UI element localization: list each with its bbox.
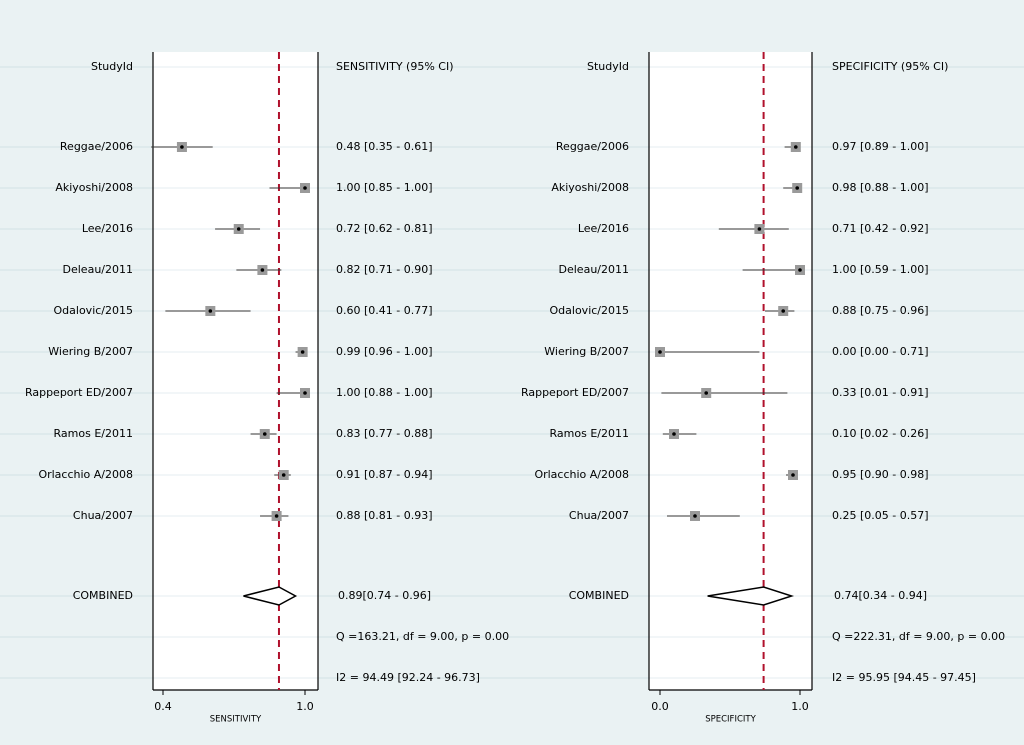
heterogeneity-q-statistic: Q =222.31, df = 9.00, p = 0.00 (832, 630, 1005, 643)
study-point-estimate (274, 514, 279, 518)
heterogeneity-q-statistic: Q =163.21, df = 9.00, p = 0.00 (336, 630, 509, 643)
study-name: Deleau/2011 (559, 263, 629, 276)
study-ci-value: 0.91 [0.87 - 0.94] (336, 468, 433, 481)
study-point-estimate (236, 227, 241, 231)
combined-ci-value: 0.89[0.74 - 0.96] (338, 589, 431, 602)
combined-diamond (707, 586, 795, 606)
study-name: Chua/2007 (73, 509, 133, 522)
study-ci-value: 0.71 [0.42 - 0.92] (832, 222, 929, 235)
study-point-estimate (300, 350, 305, 354)
ci-column-header: SPECIFICITY (95% CI) (832, 60, 948, 73)
x-tick-label: 0.0 (651, 700, 669, 713)
study-point-estimate (794, 145, 798, 149)
x-axis-title: SENSITIVITY (210, 715, 262, 725)
study-ci-value: 0.60 [0.41 - 0.77] (336, 304, 433, 317)
study-name: Rappeport ED/2007 (25, 386, 133, 399)
study-point-estimate (281, 473, 286, 477)
study-ci-value: 0.25 [0.05 - 0.57] (832, 509, 929, 522)
study-ci-value: 0.33 [0.01 - 0.91] (832, 386, 929, 399)
plot-area (649, 52, 812, 690)
x-tick-label: 1.0 (296, 700, 314, 713)
study-ci-value: 0.10 [0.02 - 0.26] (832, 427, 929, 440)
x-tick-label: 1.0 (791, 700, 809, 713)
plot-area (153, 52, 318, 690)
study-ci-value: 1.00 [0.85 - 1.00] (336, 181, 433, 194)
ci-column-header: SENSITIVITY (95% CI) (336, 60, 454, 73)
study-point-estimate (693, 514, 697, 518)
study-name: Odalovic/2015 (54, 304, 133, 317)
study-point-estimate (658, 350, 662, 354)
x-axis-title: SPECIFICITY (705, 715, 756, 725)
study-ci-value: 0.95 [0.90 - 0.98] (832, 468, 929, 481)
study-ci-value: 0.88 [0.75 - 0.96] (832, 304, 929, 317)
i2-statistic: I2 = 95.95 [94.45 - 97.45] (832, 671, 976, 684)
study-point-estimate (791, 473, 795, 477)
study-name: Reggae/2006 (556, 140, 629, 153)
study-ci-value: 0.98 [0.88 - 1.00] (832, 181, 929, 194)
study-name: Wiering B/2007 (544, 345, 629, 358)
study-ci-value: 0.99 [0.96 - 1.00] (336, 345, 433, 358)
study-point-estimate (208, 309, 213, 313)
study-point-estimate (798, 268, 802, 272)
study-name: Reggae/2006 (60, 140, 133, 153)
study-ci-value: 0.88 [0.81 - 0.93] (336, 509, 433, 522)
combined-label: COMBINED (73, 589, 133, 602)
combined-label: COMBINED (569, 589, 629, 602)
combined-ci-value: 0.74[0.34 - 0.94] (834, 589, 927, 602)
study-ci-value: 0.97 [0.89 - 1.00] (832, 140, 929, 153)
study-point-estimate (781, 309, 785, 313)
combined-diamond (243, 586, 298, 606)
study-name: Wiering B/2007 (48, 345, 133, 358)
study-ci-value: 0.82 [0.71 - 0.90] (336, 263, 433, 276)
study-point-estimate (795, 186, 799, 190)
study-id-header: StudyId (587, 60, 629, 73)
study-name: Ramos E/2011 (550, 427, 629, 440)
study-name: Akiyoshi/2008 (551, 181, 629, 194)
study-ci-value: 0.48 [0.35 - 0.61] (336, 140, 433, 153)
study-ci-value: 0.72 [0.62 - 0.81] (336, 222, 433, 235)
study-point-estimate (260, 268, 265, 272)
study-point-estimate (303, 186, 307, 190)
study-name: Orlacchio A/2008 (534, 468, 629, 481)
study-point-estimate (262, 432, 267, 436)
study-point-estimate (672, 432, 676, 436)
i2-statistic: I2 = 94.49 [92.24 - 96.73] (336, 671, 480, 684)
study-name: Odalovic/2015 (550, 304, 629, 317)
study-point-estimate (180, 145, 184, 149)
study-ci-value: 1.00 [0.88 - 1.00] (336, 386, 433, 399)
x-tick-label: 0.4 (154, 700, 172, 713)
study-point-estimate (303, 391, 307, 395)
study-name: Lee/2016 (578, 222, 629, 235)
study-point-estimate (757, 227, 762, 231)
study-name: Rappeport ED/2007 (521, 386, 629, 399)
study-ci-value: 0.83 [0.77 - 0.88] (336, 427, 433, 440)
study-name: Ramos E/2011 (54, 427, 133, 440)
study-name: Lee/2016 (82, 222, 133, 235)
study-name: Deleau/2011 (63, 263, 133, 276)
study-ci-value: 1.00 [0.59 - 1.00] (832, 263, 929, 276)
study-name: Chua/2007 (569, 509, 629, 522)
study-name: Akiyoshi/2008 (55, 181, 133, 194)
study-name: Orlacchio A/2008 (38, 468, 133, 481)
study-id-header: StudyId (91, 60, 133, 73)
study-point-estimate (704, 391, 708, 395)
study-ci-value: 0.00 [0.00 - 0.71] (832, 345, 929, 358)
